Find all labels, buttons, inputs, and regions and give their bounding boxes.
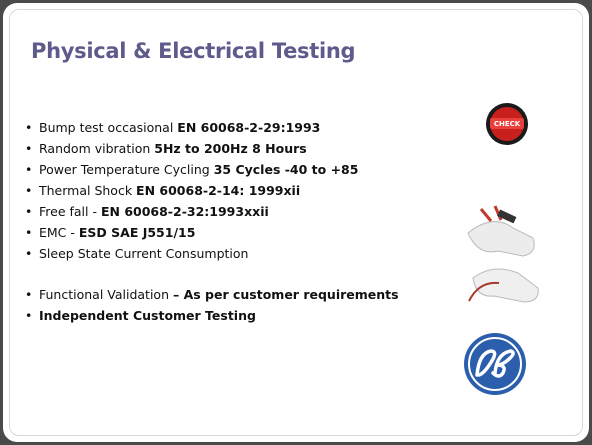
ge-logo (464, 333, 526, 395)
gloved-hands (468, 206, 538, 302)
check-label: CHECK (494, 120, 521, 128)
slide: Physical & Electrical Testing Bump test … (3, 3, 589, 442)
images: CHECK (3, 3, 589, 442)
check-icon: CHECK (486, 103, 528, 145)
